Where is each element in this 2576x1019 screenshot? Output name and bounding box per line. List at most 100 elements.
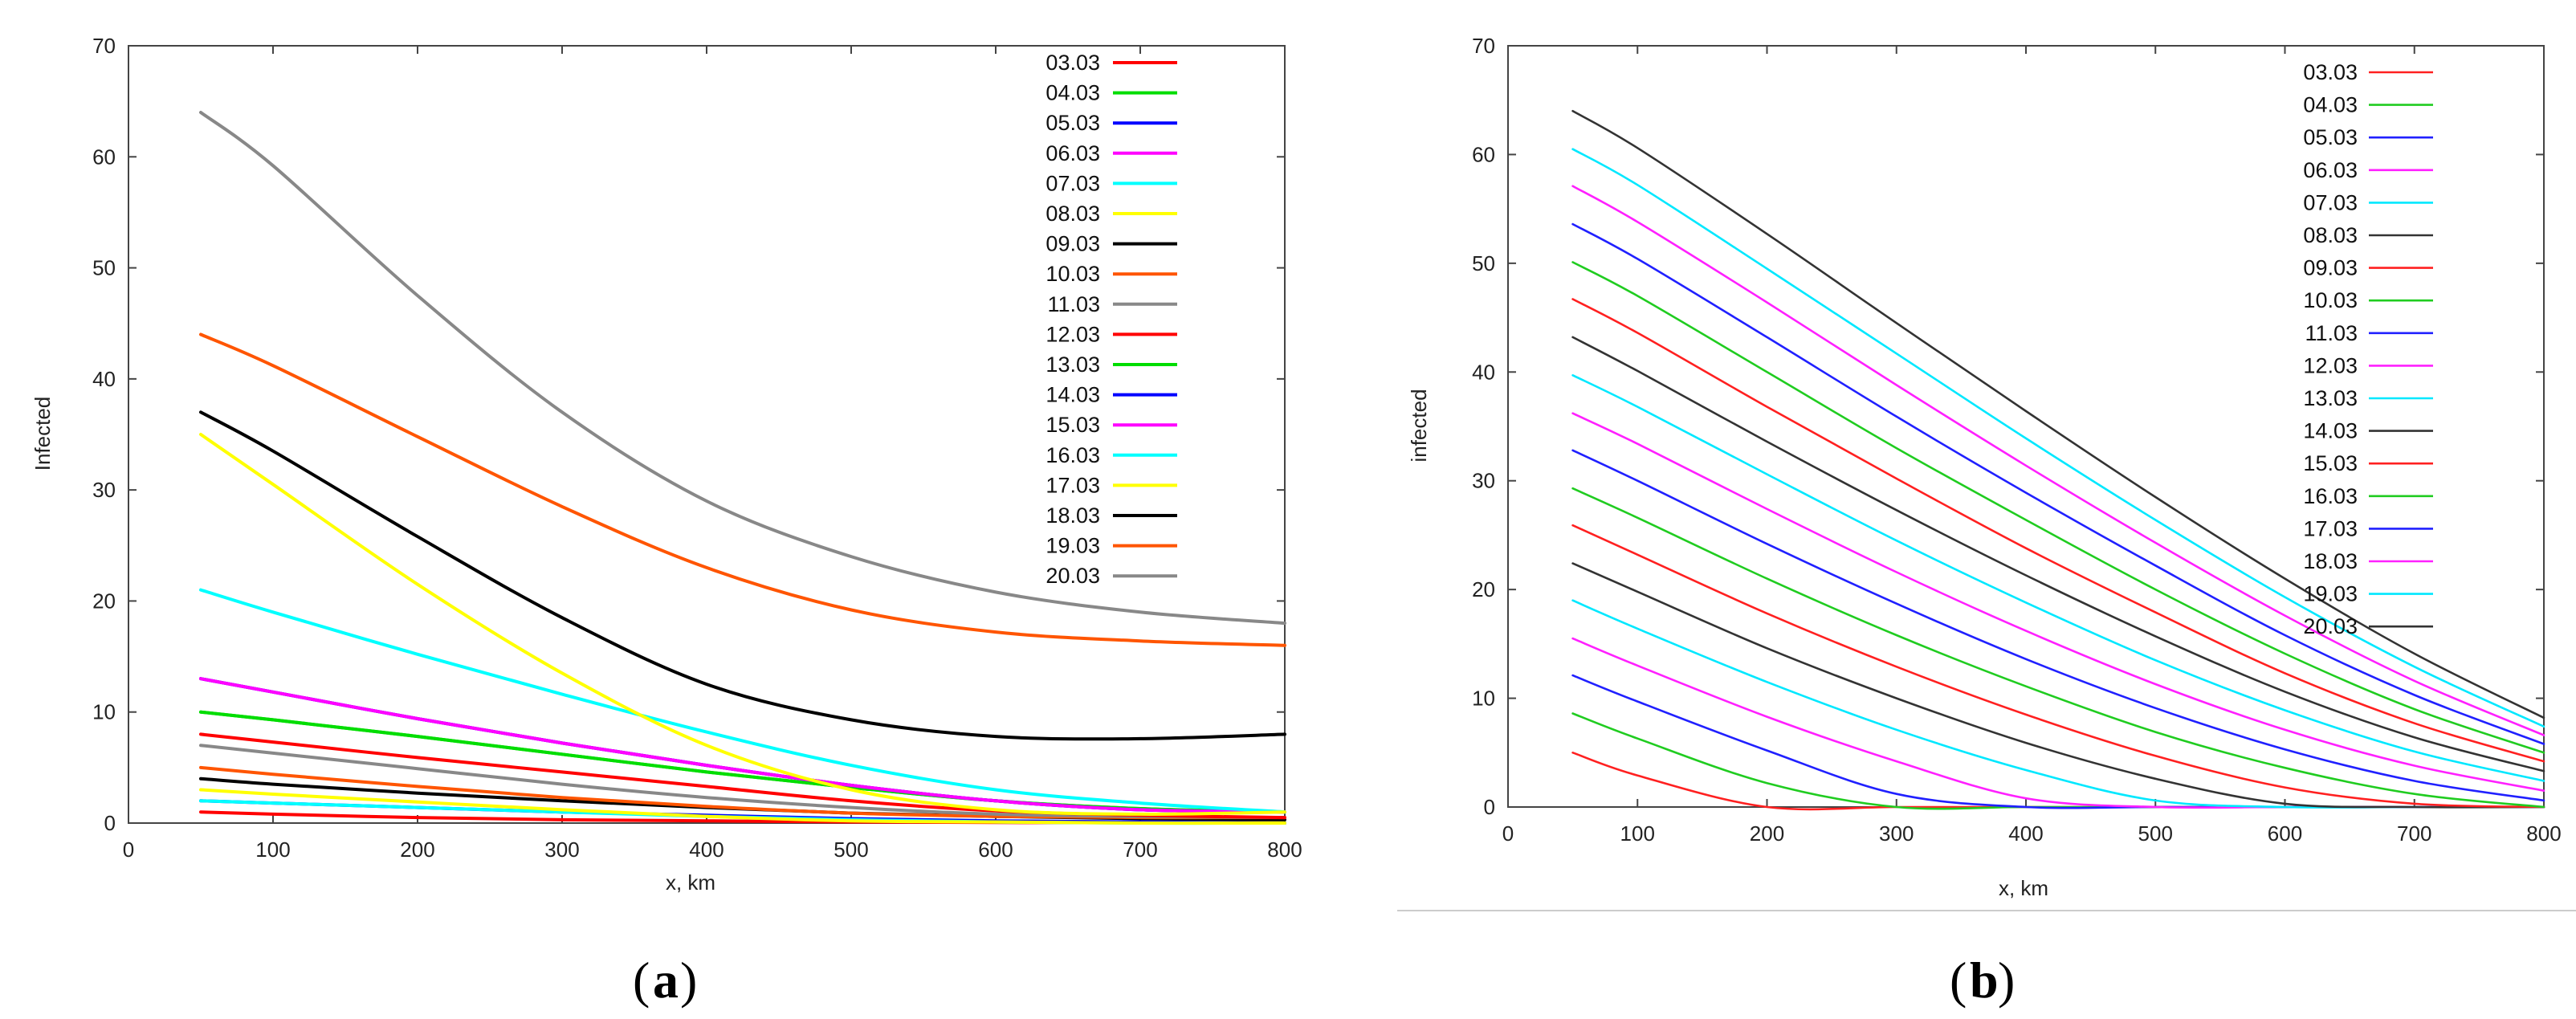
x-tick-label: 500 (834, 838, 868, 862)
gridlines-a (128, 45, 1286, 824)
legend-label: 19.03 (2303, 582, 2358, 606)
legend-label: 04.03 (1045, 81, 1100, 105)
legend-label: 13.03 (2303, 386, 2358, 410)
legend-label: 10.03 (2303, 288, 2358, 312)
legend-label: 09.03 (1045, 232, 1100, 256)
series-line-a-08.03 (199, 788, 1286, 825)
x-tick-label: 800 (1267, 838, 1302, 862)
chart-panel-a: 0 100 200 300 400 500 600 700 800 0 10 20 30 40 50 60 70… (31, 34, 1302, 1009)
legend-label: 11.03 (1047, 292, 1100, 316)
caption-letter-b: b (1970, 952, 1999, 1009)
chart-panel-b: 0 100 200 300 400 500 600 700 800 0 10 20 30 40 50 60 70… (1397, 34, 2576, 1009)
x-axis-label-a: x, km (666, 870, 715, 895)
series-line-a-17.03 (199, 433, 1286, 816)
legend-label: 05.03 (2303, 125, 2358, 149)
y-tick-label: 70 (92, 34, 116, 58)
caption-letter-a: a (653, 952, 679, 1009)
y-tick-label: 10 (1472, 687, 1495, 711)
caption-a: ( a ) (633, 952, 697, 1009)
legend-label: 18.03 (1045, 503, 1100, 528)
x-tick-label: 400 (689, 838, 723, 862)
x-tick-label: 700 (2397, 821, 2431, 846)
series-line-b-10.03 (1571, 487, 2545, 809)
legend-label: 17.03 (1045, 473, 1100, 497)
legend-label: 11.03 (2305, 321, 2358, 345)
legend-label: 16.03 (2303, 484, 2358, 508)
series-lines-b (1571, 110, 2545, 811)
legend-label: 06.03 (1045, 141, 1100, 165)
legend-label: 17.03 (2303, 516, 2358, 540)
legend-label: 06.03 (2303, 158, 2358, 182)
y-tick-label: 30 (1472, 469, 1495, 493)
series-line-b-19.03 (1571, 148, 2545, 728)
legend-label: 03.03 (1045, 51, 1100, 75)
legend-label: 09.03 (2303, 256, 2358, 280)
legend-label: 07.03 (1045, 171, 1100, 195)
y-tick-label: 40 (92, 367, 116, 391)
x-tick-label: 200 (1750, 821, 1784, 846)
legend-label: 08.03 (1045, 202, 1100, 226)
y-tick-label: 40 (1472, 360, 1495, 384)
series-line-b-17.03 (1571, 222, 2545, 745)
x-tick-label: 100 (255, 838, 290, 862)
plot-frame-b (1507, 45, 2545, 808)
y-tick-label: 70 (1472, 34, 1495, 58)
series-line-b-18.03 (1571, 185, 2545, 736)
x-tick-label: 400 (2008, 821, 2043, 846)
y-tick-label: 10 (92, 700, 116, 724)
y-tick-label: 20 (92, 589, 116, 613)
series-line-b-15.03 (1571, 298, 2545, 763)
series-line-b-09.03 (1571, 524, 2545, 809)
legend-label: 15.03 (1045, 413, 1100, 437)
legend-label: 18.03 (2303, 549, 2358, 573)
legend-label: 14.03 (2303, 419, 2358, 443)
y-tick-label: 60 (1472, 142, 1495, 166)
legend-label: 14.03 (1045, 383, 1100, 407)
series-line-b-14.03 (1571, 336, 2545, 772)
legend-label: 08.03 (2303, 223, 2358, 247)
series-line-b-12.03 (1571, 412, 2545, 792)
legend-a: 03.03 04.03 05.03 06.03 07.03 08.03 09.03 10.03… (1045, 51, 1177, 588)
x-tick-label: 300 (544, 838, 579, 862)
x-tick-label: 700 (1123, 838, 1157, 862)
series-line-a-18.03 (199, 410, 1286, 741)
legend-label: 04.03 (2303, 93, 2358, 117)
x-tick-label: 800 (2526, 821, 2561, 846)
legend-label: 19.03 (1045, 534, 1100, 558)
series-line-a-11.03 (199, 744, 1286, 820)
x-tick-label: 600 (2268, 821, 2302, 846)
x-tick-label: 600 (978, 838, 1013, 862)
y-tick-label: 0 (1484, 795, 1495, 819)
series-line-b-13.03 (1571, 374, 2545, 782)
x-tick-label: 500 (2138, 821, 2173, 846)
y-tick-label: 50 (92, 256, 116, 280)
gridlines-b (1507, 45, 2545, 808)
x-tick-label: 300 (1879, 821, 1914, 846)
x-tick-label: 0 (123, 838, 134, 862)
legend-label: 20.03 (1045, 564, 1100, 588)
svg-text:): ) (1998, 952, 2015, 1009)
legend-label: 20.03 (2303, 614, 2358, 638)
y-tick-label: 30 (92, 478, 116, 502)
plot-frame-a (128, 45, 1286, 824)
y-tick-label: 50 (1472, 251, 1495, 275)
svg-text:(: ( (633, 952, 650, 1009)
legend-label: 16.03 (1045, 443, 1100, 467)
svg-text:): ) (680, 952, 697, 1009)
legend-label: 15.03 (2303, 451, 2358, 475)
legend-label: 10.03 (1045, 262, 1100, 286)
caption-b: ( b ) (1950, 952, 2015, 1009)
legend-label: 12.03 (1045, 322, 1100, 346)
series-line-b-08.03 (1571, 562, 2545, 809)
tick-labels-b: 0 100 200 300 400 500 600 700 800 0 10 20 30 40 50 60 70 (1472, 34, 2562, 846)
series-line-b-20.03 (1571, 110, 2545, 719)
legend-label: 12.03 (2303, 353, 2358, 377)
legend-label: 03.03 (2303, 60, 2358, 84)
legend-label: 13.03 (1045, 353, 1100, 377)
legend-b: 03.03 04.03 05.03 06.03 07.03 08.03 09.03 10.03… (2303, 60, 2433, 638)
series-line-a-15.03 (199, 677, 1286, 814)
y-tick-label: 60 (92, 145, 116, 169)
series-line-a-16.03 (199, 588, 1286, 814)
legend-label: 07.03 (2303, 190, 2358, 214)
